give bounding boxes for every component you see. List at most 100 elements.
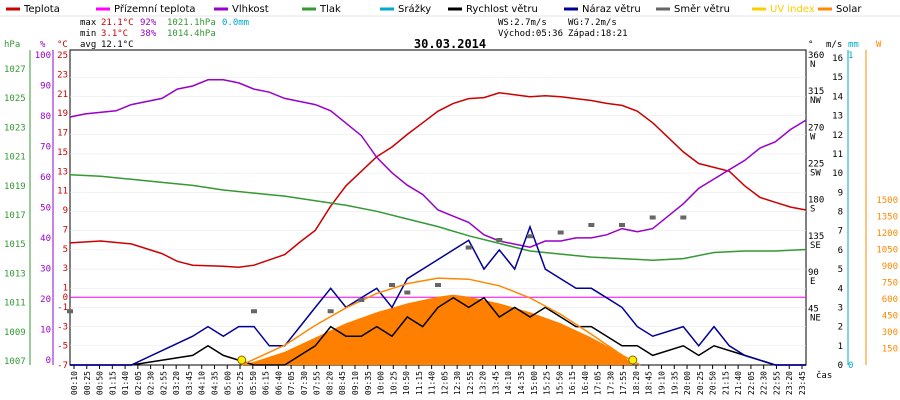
legend-label-solar: Solar [836,4,862,15]
x-tick-label: 21:15 [721,371,730,395]
dir-tick: W [810,132,816,142]
deg-tick: 360 [808,51,824,61]
deg-tick: 45 [808,304,819,314]
ms-tick: 1 [838,342,843,352]
legend-label-precip: Srážky [398,3,431,15]
series-wind-dir-point [404,290,411,295]
x-tick-label: 07:05 [287,371,296,395]
temp-tick: 1 [63,284,68,294]
x-tick-label: 06:40 [274,371,283,395]
pct-tick: 60 [40,173,51,183]
sunrise-marker [237,355,247,365]
stats-avg-label: avg [80,40,96,50]
ms-tick: 9 [838,188,843,198]
pct-tick: 100 [35,51,51,61]
w-tick: 1200 [876,229,898,239]
deg-unit: ° [808,40,813,50]
dir-tick: S [810,205,815,215]
temp-tick: -5 [57,342,68,352]
stats-min-label: min [80,29,96,39]
series-wind-dir-point [435,283,441,287]
ms-tick: 8 [838,208,843,218]
pct-tick: 90 [40,82,51,92]
stats-avg-temp: 12.1°C [101,40,134,50]
x-tick-label: 20:25 [696,371,705,395]
x-tick-label: 02:30 [147,371,156,395]
x-tick-label: 01:15 [108,371,117,395]
ms-tick: 4 [838,284,843,294]
pct-tick: 40 [40,234,51,244]
temp-tick: 13 [57,167,68,177]
temp-tick: 9 [63,206,68,216]
x-tick-label: 12:05 [440,371,449,395]
dir-tick: SE [810,241,821,251]
mm-unit: mm [848,40,859,50]
series-vlhkost [69,79,807,248]
series-wind-dir-point [327,309,334,314]
stats-precip: 0.0mm [222,18,249,28]
x-tick-label: 07:55 [313,371,322,395]
pct-tick: 70 [40,143,51,153]
dir-tick: E [810,277,815,287]
deg-tick: 135 [808,232,824,242]
x-tick-label: 22:05 [747,371,756,395]
legend-label-uv: UV index [770,4,815,15]
hpa-tick: 1019 [4,182,26,192]
x-tick-label: 18:20 [632,371,641,395]
ms-tick: 3 [838,303,843,313]
pct-tick: 0 [46,356,51,366]
x-tick-label: 20:50 [709,371,718,395]
w-tick: 300 [882,328,898,338]
x-tick-label: 18:45 [645,371,654,395]
deg-tick: 180 [808,196,824,206]
w-unit: W [876,40,882,50]
stats-sunset: Západ:18:21 [568,29,628,39]
temp-tick: 25 [57,51,68,61]
x-tick-label: 23:20 [785,371,794,395]
stats-max-label: max [80,18,97,28]
sunset-marker [628,355,638,365]
series-wind-dir-point [588,223,595,227]
x-tick-label: 19:10 [658,371,667,395]
temp-unit: °C [57,40,68,50]
ms-tick: 5 [838,265,843,275]
hpa-tick: 1007 [4,357,26,367]
stats-min-hum: 38% [140,29,157,39]
pct-unit: % [40,40,46,50]
hpa-unit: hPa [4,40,20,50]
x-tick-label: 12:55 [466,371,475,395]
x-tick-label: 00:50 [96,371,105,395]
series-solar-area [70,294,806,365]
stats-wg: WG:7.2m/s [568,18,617,28]
dir-tick: NE [810,313,821,323]
series-rychlost-v-tru [70,296,806,366]
ms-tick: 0 [838,361,843,371]
x-tick-label: 14:35 [517,371,526,395]
x-tick-label: 01:40 [121,371,130,395]
series-tlak [69,174,807,261]
x-tick-label: 16:15 [568,371,577,395]
series-wind-dir-point [67,309,73,314]
w-tick: 1500 [876,196,898,206]
x-tick-label: 21:40 [734,371,743,395]
x-tick-label: 00:25 [83,371,92,395]
series-wind-dir-point [496,238,503,242]
x-tick-label: 06:15 [262,371,271,395]
x-tick-label: 20:00 [683,371,692,395]
x-tick-label: 05:50 [249,371,258,395]
x-tick-label: 02:55 [159,371,168,395]
hpa-tick: 1021 [4,153,26,163]
w-tick: 600 [882,295,898,305]
hpa-tick: 1027 [4,65,26,75]
stats-max-hum: 92% [140,18,157,28]
temp-tick: 21 [57,90,68,100]
w-tick: 1050 [876,246,898,256]
temp-tick: 7 [63,225,68,235]
x-tick-label: 13:45 [491,371,500,395]
series-wind-dir-point [557,230,564,235]
series-wind-dir-point [680,215,687,220]
x-tick-label: 02:05 [134,371,143,395]
w-tick: 450 [882,312,898,322]
stats-sunrise: Východ:05:36 [498,29,563,39]
